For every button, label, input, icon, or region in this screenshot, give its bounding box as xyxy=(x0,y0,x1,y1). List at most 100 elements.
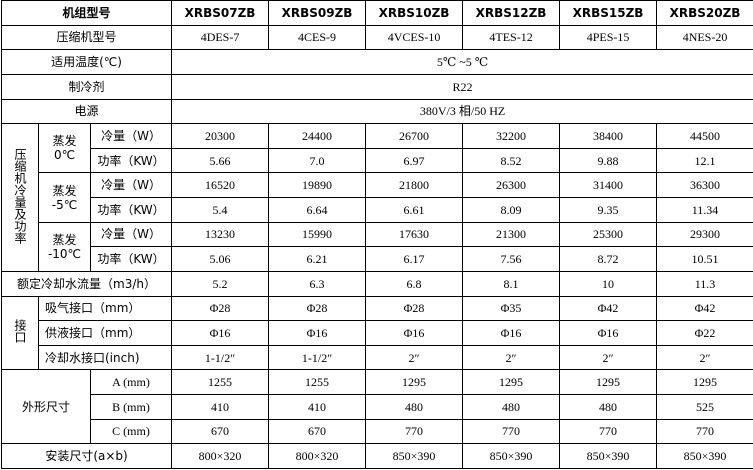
value-cell: 800×320 xyxy=(268,443,367,469)
value-cell: Φ16 xyxy=(268,320,367,346)
table-row: C (mm) 670 670 770 770 770 770 xyxy=(2,418,753,445)
value-cell: 1-1/2″ xyxy=(268,344,367,371)
value-cell: 21300 xyxy=(462,221,561,248)
table-row: 蒸发 -5℃ 冷量（W） 16520 19890 21800 26300 31400 36300 xyxy=(2,172,753,223)
label-cell: 制冷剂 xyxy=(0,73,173,100)
cell-text: 6.61 xyxy=(403,202,425,217)
value-cell: 26300 xyxy=(462,172,561,198)
cell-text: B (mm) xyxy=(112,399,150,414)
value-cell: 26700 xyxy=(365,123,464,149)
value-cell: 770 xyxy=(656,418,753,445)
value-cell: 380V/3 相/50 HZ xyxy=(171,98,753,125)
cell-text: 670 xyxy=(308,424,327,439)
value-cell: 770 xyxy=(365,418,464,445)
value-cell: 6.61 xyxy=(365,197,464,223)
cell-text: 850×390 xyxy=(392,449,436,464)
cell-text: 8.1 xyxy=(503,276,519,291)
value-cell: Φ28 xyxy=(268,295,367,322)
value-cell: 32200 xyxy=(462,123,561,149)
cell-text: 接口 xyxy=(13,319,27,344)
cell-text: 770 xyxy=(405,424,424,439)
cell-text: 吸气接口（mm） xyxy=(45,301,141,316)
value-cell: 2″ xyxy=(462,344,561,371)
value-cell: 410 xyxy=(171,394,270,420)
value-cell: XRBS07ZB xyxy=(171,0,270,26)
cell-text: 2″ xyxy=(602,350,614,365)
cell-text: 2″ xyxy=(699,350,711,365)
cell-text: 1295 xyxy=(693,375,718,390)
cell-text: Φ16 xyxy=(597,325,619,340)
value-cell: 12.1 xyxy=(656,147,753,174)
cell-text: 17630 xyxy=(399,227,430,242)
cell-text: 480 xyxy=(599,399,618,414)
value-cell: 7.56 xyxy=(462,246,561,272)
cell-text: Φ28 xyxy=(403,301,425,316)
cell-text: 15990 xyxy=(302,227,333,242)
cell-text: A (mm) xyxy=(112,375,150,390)
value-cell: 10.51 xyxy=(656,246,753,272)
value-cell: 5℃ ~5 ℃ xyxy=(171,49,753,75)
cell-text: 5.66 xyxy=(209,153,231,168)
cell-text: 4TES-12 xyxy=(489,30,533,45)
label-cell: 功率（KW） xyxy=(89,197,173,223)
cell-text: -10℃ xyxy=(47,246,82,261)
value-cell: 8.72 xyxy=(559,246,658,272)
value-cell: 25300 xyxy=(559,221,658,248)
value-cell: 16520 xyxy=(171,172,270,198)
value-cell: 29300 xyxy=(656,221,753,248)
table-row: 功率（KW） 5.66 7.0 6.97 8.52 9.88 12.1 xyxy=(2,147,753,174)
cell-text: 蒸发 xyxy=(52,134,77,149)
value-cell: 24400 xyxy=(268,123,367,149)
cell-text: 32200 xyxy=(496,128,527,143)
cell-text: 4PES-15 xyxy=(586,30,630,45)
cell-text: 制冷剂 xyxy=(68,79,105,94)
cell-text: 6.3 xyxy=(309,276,325,291)
cell-text: 7.0 xyxy=(309,153,325,168)
table-row: B (mm) 410 410 480 480 480 525 xyxy=(2,394,753,420)
table-row: 机组型号 XRBS07ZB XRBS09ZB XRBS10ZB XRBS12ZB XRBS… xyxy=(0,0,753,26)
label-cell: 压缩机型号 xyxy=(0,24,173,51)
value-cell: 6.3 xyxy=(268,270,367,297)
value-cell: 5.2 xyxy=(171,270,270,297)
label-cell: 适用温度(℃) xyxy=(0,49,173,75)
value-cell: 850×390 xyxy=(656,443,753,469)
value-cell: 1295 xyxy=(559,369,658,395)
cell-text: 1295 xyxy=(499,375,524,390)
condition-label: 蒸发 -10℃ xyxy=(38,221,91,272)
cell-text: 21300 xyxy=(496,227,527,242)
cell-text: Φ16 xyxy=(306,325,328,340)
value-cell: 2″ xyxy=(365,344,464,371)
cell-text: 冷量（W） xyxy=(101,227,161,242)
table-row: 功率（KW） 5.06 6.21 6.17 7.56 8.72 10.51 xyxy=(2,246,753,272)
value-cell: 480 xyxy=(365,394,464,420)
value-cell: 11.34 xyxy=(656,197,753,223)
cell-text: 蒸发 xyxy=(52,232,77,247)
cell-text: Φ16 xyxy=(500,325,522,340)
value-cell: XRBS12ZB xyxy=(462,0,561,26)
value-cell: 1295 xyxy=(656,369,753,395)
cell-text: 480 xyxy=(405,399,424,414)
value-cell: 4VCES-10 xyxy=(365,24,464,51)
value-cell: 5.4 xyxy=(171,197,270,223)
value-cell: 480 xyxy=(559,394,658,420)
cell-text: 功率（KW） xyxy=(97,153,165,168)
cell-text: 10 xyxy=(602,276,615,291)
cell-text: XRBS15ZB xyxy=(572,5,644,20)
value-cell: 4TES-12 xyxy=(462,24,561,51)
table-row: 功率（KW） 5.4 6.64 6.61 8.09 9.35 11.34 xyxy=(2,197,753,223)
value-cell: 15990 xyxy=(268,221,367,248)
label-cell: 电源 xyxy=(0,98,173,125)
cell-text: 11.34 xyxy=(691,202,719,217)
cell-text: 功率（KW） xyxy=(97,202,165,217)
cell-text: 770 xyxy=(502,424,521,439)
cell-text: 19890 xyxy=(302,178,333,193)
group-label: 外形尺寸 xyxy=(1,369,91,445)
table-row: 电源 380V/3 相/50 HZ xyxy=(0,98,753,125)
value-cell: 10 xyxy=(559,270,658,297)
cell-text: 5℃ ~5 ℃ xyxy=(436,55,489,70)
cell-text: 5.4 xyxy=(212,202,228,217)
value-cell: Φ16 xyxy=(462,320,561,346)
cell-text: 8.72 xyxy=(597,252,619,267)
